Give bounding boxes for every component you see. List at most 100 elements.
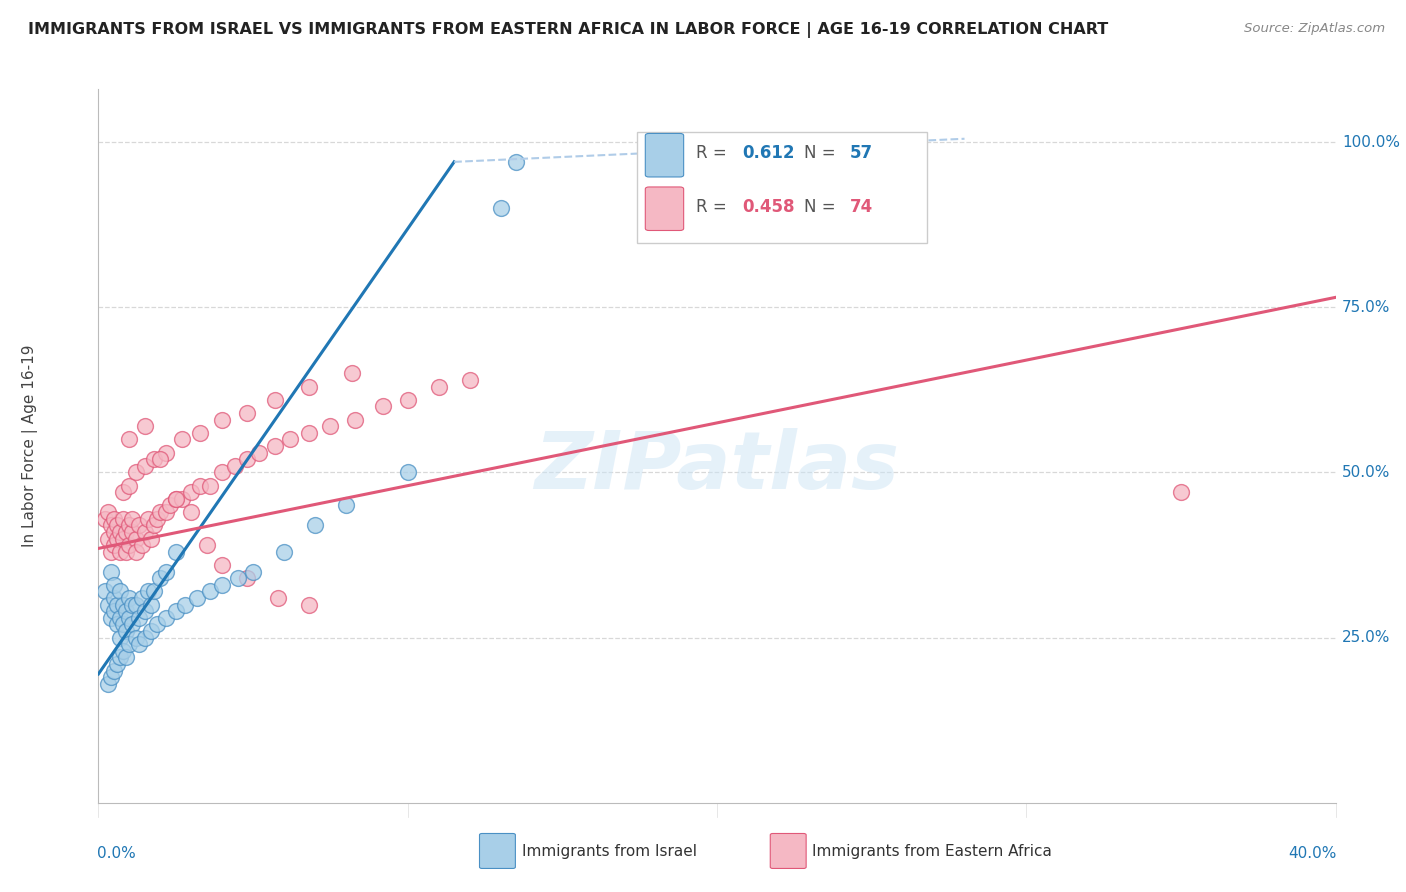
FancyBboxPatch shape: [645, 187, 683, 230]
Point: [118, 637, 141, 651]
Point: [103, 511, 125, 525]
Point: [105, 617, 128, 632]
Point: [149, 452, 172, 467]
Point: [224, 458, 246, 473]
Point: [165, 491, 187, 506]
Point: [136, 511, 159, 525]
Point: [190, 478, 212, 492]
Point: [100, 670, 122, 684]
Point: [93, 584, 115, 599]
Text: In Labor Force | Age 16-19: In Labor Force | Age 16-19: [22, 344, 38, 548]
Point: [165, 604, 187, 618]
Point: [198, 478, 221, 492]
Point: [97, 677, 120, 691]
FancyBboxPatch shape: [770, 833, 806, 869]
Text: 0.458: 0.458: [742, 198, 794, 216]
Point: [112, 511, 135, 525]
Point: [371, 400, 394, 414]
Point: [143, 584, 166, 599]
Point: [112, 617, 135, 632]
Point: [139, 624, 162, 638]
Point: [136, 584, 159, 599]
Point: [263, 392, 285, 407]
Point: [115, 604, 138, 618]
Point: [242, 565, 264, 579]
Text: Source: ZipAtlas.com: Source: ZipAtlas.com: [1244, 22, 1385, 36]
Point: [103, 591, 125, 605]
Point: [128, 611, 150, 625]
Point: [298, 425, 321, 440]
Text: R =: R =: [696, 145, 727, 162]
Point: [124, 598, 146, 612]
Point: [198, 584, 221, 599]
Point: [100, 565, 122, 579]
Point: [505, 154, 527, 169]
Point: [103, 524, 125, 539]
Point: [134, 419, 156, 434]
Point: [134, 604, 156, 618]
Point: [165, 545, 187, 559]
Point: [105, 532, 128, 546]
Point: [105, 518, 128, 533]
Point: [121, 524, 143, 539]
Point: [1170, 485, 1192, 500]
Point: [195, 538, 218, 552]
Point: [103, 604, 125, 618]
Point: [105, 598, 128, 612]
Point: [124, 532, 146, 546]
Text: 57: 57: [849, 145, 873, 162]
FancyBboxPatch shape: [645, 134, 683, 177]
Point: [236, 452, 259, 467]
Text: 50.0%: 50.0%: [1341, 465, 1391, 480]
Point: [267, 591, 290, 605]
Point: [118, 591, 141, 605]
Point: [131, 591, 153, 605]
Point: [211, 558, 233, 572]
Point: [396, 392, 419, 407]
Point: [112, 485, 135, 500]
Point: [174, 598, 197, 612]
Point: [134, 631, 156, 645]
FancyBboxPatch shape: [479, 833, 516, 869]
Point: [128, 518, 150, 533]
Point: [115, 650, 138, 665]
Text: 0.612: 0.612: [742, 145, 794, 162]
Point: [146, 617, 169, 632]
Point: [128, 637, 150, 651]
Text: 25.0%: 25.0%: [1341, 630, 1391, 645]
Point: [427, 379, 450, 393]
Point: [149, 505, 172, 519]
Point: [108, 584, 131, 599]
Point: [263, 439, 285, 453]
Point: [236, 571, 259, 585]
Point: [170, 491, 193, 506]
Point: [134, 524, 156, 539]
Point: [180, 505, 202, 519]
Point: [108, 631, 131, 645]
Point: [211, 578, 233, 592]
Point: [108, 611, 131, 625]
Point: [340, 367, 363, 381]
Point: [344, 412, 367, 426]
Point: [190, 425, 212, 440]
Point: [146, 511, 169, 525]
Point: [100, 518, 122, 533]
Point: [118, 478, 141, 492]
Text: Immigrants from Eastern Africa: Immigrants from Eastern Africa: [813, 844, 1052, 859]
Point: [100, 545, 122, 559]
Text: 74: 74: [849, 198, 873, 216]
Point: [115, 624, 138, 638]
Point: [170, 433, 193, 447]
Text: N =: N =: [804, 198, 835, 216]
Point: [165, 491, 187, 506]
Point: [319, 419, 342, 434]
Point: [143, 452, 166, 467]
Point: [93, 511, 115, 525]
Point: [108, 545, 131, 559]
Point: [115, 524, 138, 539]
Point: [155, 565, 177, 579]
Text: IMMIGRANTS FROM ISRAEL VS IMMIGRANTS FROM EASTERN AFRICA IN LABOR FORCE | AGE 16: IMMIGRANTS FROM ISRAEL VS IMMIGRANTS FRO…: [28, 22, 1108, 38]
Point: [186, 591, 208, 605]
Text: N =: N =: [804, 145, 835, 162]
Point: [298, 379, 321, 393]
